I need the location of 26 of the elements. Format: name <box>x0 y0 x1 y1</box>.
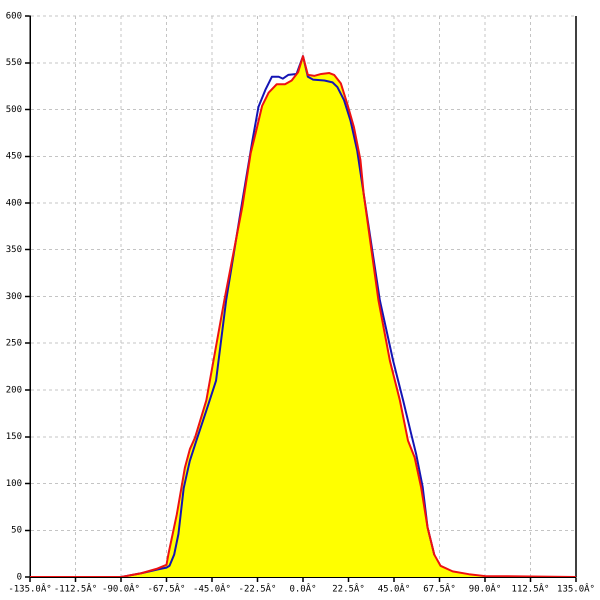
x-tick-label: -112.5Â° <box>54 582 98 595</box>
y-tick-label: 200 <box>6 385 22 396</box>
x-tick-label: 67.5Â° <box>423 582 456 595</box>
x-tick-label: -67.5Â° <box>148 582 186 595</box>
y-tick-label: 100 <box>6 478 22 489</box>
y-tick-label: 400 <box>6 198 22 208</box>
x-tick-label: -90.0Â° <box>102 582 140 595</box>
x-tick-label: 0.0Â° <box>289 582 317 595</box>
y-tick-label: 350 <box>6 245 22 256</box>
x-tick-label: -135.0Â° <box>8 582 52 595</box>
x-tick-label: -22.5Â° <box>238 582 276 595</box>
x-tick-label: 90.0Â° <box>468 582 502 595</box>
x-tick-label: -45.0Â° <box>193 582 231 595</box>
y-tick-label: 0 <box>16 572 22 582</box>
x-tick-label: 22.5Â° <box>332 582 365 595</box>
y-tick-label: 450 <box>6 152 22 162</box>
y-tick-label: 550 <box>6 58 22 68</box>
y-tick-label: 150 <box>6 432 22 442</box>
y-tick-label: 50 <box>11 526 22 536</box>
x-tick-label: 112.5Â° <box>512 582 550 595</box>
x-tick-label: 45.0Â° <box>378 582 410 595</box>
y-tick-label: 300 <box>6 292 22 302</box>
x-tick-label: 135.0Â° <box>557 582 595 595</box>
y-tick-label: 500 <box>6 104 22 115</box>
y-tick-label: 250 <box>6 338 22 349</box>
y-tick-label: 600 <box>6 11 22 22</box>
